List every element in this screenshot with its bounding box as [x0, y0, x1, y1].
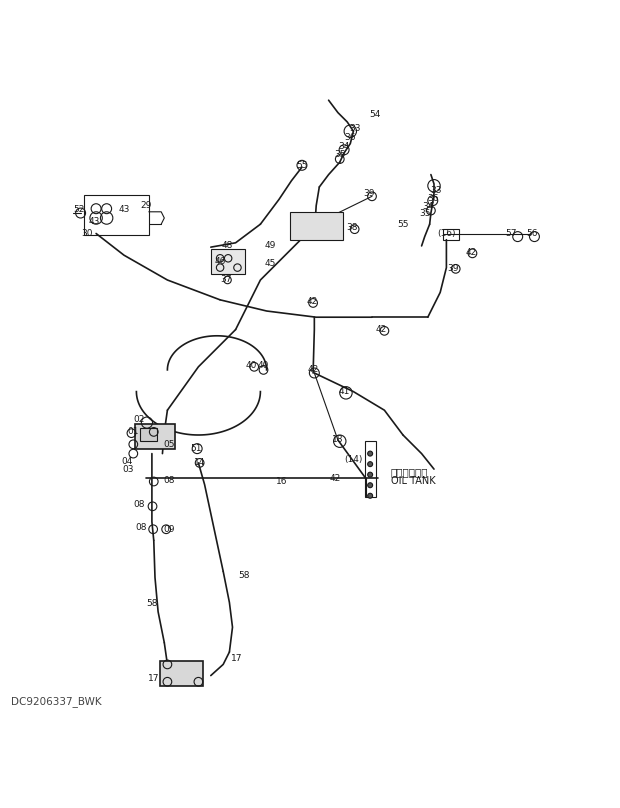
Text: 37: 37 — [220, 276, 231, 284]
Bar — [160, 661, 203, 686]
Text: 33: 33 — [431, 186, 442, 195]
Text: 39: 39 — [447, 264, 458, 273]
Text: 58: 58 — [238, 571, 249, 580]
Text: 45: 45 — [265, 259, 276, 268]
Text: 49: 49 — [265, 241, 276, 250]
Text: 08: 08 — [136, 524, 147, 532]
Text: 46: 46 — [215, 257, 226, 266]
Text: 03: 03 — [123, 465, 134, 473]
Text: 36: 36 — [345, 133, 356, 142]
Text: DC9206337_BWK: DC9206337_BWK — [11, 696, 102, 706]
Text: 39: 39 — [364, 189, 375, 198]
Text: 42: 42 — [466, 247, 477, 257]
Text: 29: 29 — [140, 201, 151, 210]
Text: 42: 42 — [376, 325, 387, 334]
Text: 43: 43 — [118, 204, 130, 214]
Bar — [140, 427, 157, 441]
Bar — [84, 195, 149, 235]
Bar — [211, 249, 245, 274]
Text: 08: 08 — [163, 477, 174, 486]
Text: 54: 54 — [370, 110, 381, 119]
Bar — [135, 424, 175, 448]
Text: (16): (16) — [437, 229, 456, 238]
Text: 42: 42 — [306, 297, 317, 306]
Circle shape — [368, 472, 373, 478]
Text: 16: 16 — [277, 477, 288, 486]
Text: 02: 02 — [134, 415, 145, 424]
Text: 35: 35 — [334, 149, 345, 158]
Bar — [443, 229, 459, 240]
Text: 01: 01 — [128, 427, 139, 436]
Text: 18: 18 — [332, 435, 343, 444]
Text: (14): (14) — [344, 455, 363, 465]
Text: 34: 34 — [423, 202, 434, 211]
Circle shape — [368, 461, 373, 467]
Bar — [365, 441, 376, 497]
Text: 43: 43 — [89, 217, 100, 225]
Text: 40: 40 — [258, 361, 269, 370]
Text: 35: 35 — [420, 209, 431, 218]
Text: 56: 56 — [526, 229, 538, 238]
Text: 42: 42 — [329, 474, 340, 483]
Circle shape — [368, 493, 373, 499]
Text: 48: 48 — [222, 241, 233, 250]
Text: 08: 08 — [134, 500, 145, 509]
Text: 33: 33 — [349, 124, 360, 133]
Text: 09: 09 — [164, 524, 175, 534]
Text: 55: 55 — [397, 221, 409, 229]
Text: 36: 36 — [427, 194, 438, 203]
Text: 17: 17 — [231, 654, 242, 663]
Text: 30: 30 — [81, 229, 92, 238]
Bar — [290, 212, 343, 240]
Text: OIL TANK: OIL TANK — [391, 477, 435, 486]
Text: 38: 38 — [347, 223, 358, 232]
Text: 55: 55 — [296, 161, 308, 170]
Text: 14: 14 — [194, 458, 205, 467]
Text: 05: 05 — [163, 440, 174, 448]
Text: 42: 42 — [308, 365, 319, 374]
Text: オイルタンク: オイルタンク — [391, 467, 428, 478]
Text: 41: 41 — [339, 387, 350, 396]
Text: 04: 04 — [122, 457, 133, 465]
Circle shape — [368, 482, 373, 488]
Text: 57: 57 — [506, 229, 517, 238]
Text: 40: 40 — [246, 361, 257, 370]
Text: 17: 17 — [148, 674, 159, 683]
Text: 34: 34 — [339, 141, 350, 150]
Text: 51: 51 — [190, 444, 202, 453]
Text: 58: 58 — [146, 600, 157, 608]
Text: 52: 52 — [74, 204, 85, 214]
Circle shape — [368, 451, 373, 456]
